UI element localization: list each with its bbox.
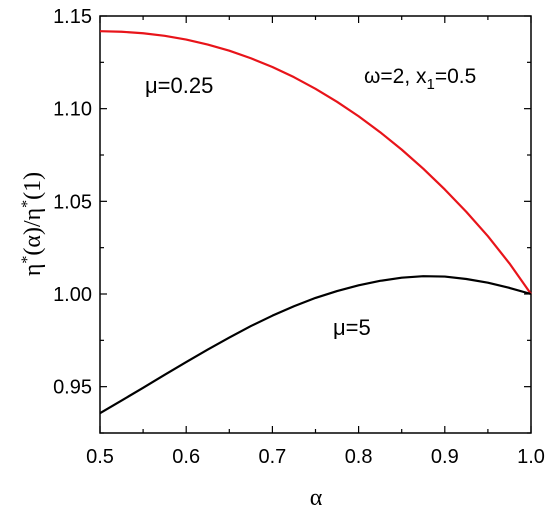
x-axis-label: α (310, 485, 323, 511)
y-tick-label: 0.95 (53, 377, 92, 399)
series-line-mu-5 (99, 275, 532, 415)
x-tick-label: 0.7 (258, 446, 286, 468)
x-tick-label: 0.5 (86, 446, 114, 468)
y-axis-label: η*(α)/η*(1) (19, 172, 46, 276)
params-annotation: ω=2, x1=0.5 (364, 65, 476, 93)
y-axis-label-base: η (20, 264, 46, 277)
params-sub: 1 (427, 76, 435, 93)
series-lines (99, 30, 532, 415)
y-axis-label-tail: (1) (20, 172, 46, 200)
x-tick-label: 1.0 (517, 446, 545, 468)
params-prefix: ω=2, x (364, 65, 427, 88)
y-tick-label: 1.00 (53, 284, 92, 306)
mu-025-label: μ=0.25 (145, 73, 213, 98)
y-axis-label-mid: (α)/η (20, 208, 46, 256)
y-tick-label: 1.10 (53, 99, 92, 121)
mu-5-label: μ=5 (333, 315, 371, 340)
y-tick-label: 1.15 (53, 6, 92, 28)
y-axis-ticks: 0.95 1.00 1.05 1.10 1.15 (53, 6, 531, 434)
x-tick-label: 0.6 (172, 446, 200, 468)
x-tick-label: 0.9 (431, 446, 459, 468)
x-tick-label: 0.8 (345, 446, 373, 468)
series-line-mu-025 (99, 30, 532, 295)
x-axis-ticks: 0.5 0.6 0.7 0.8 0.9 1.0 (86, 16, 545, 468)
y-tick-label: 1.05 (53, 191, 92, 213)
params-suffix: =0.5 (435, 65, 476, 88)
y-axis-label-sup1: * (19, 256, 36, 264)
y-axis-label-sup2: * (19, 200, 36, 208)
